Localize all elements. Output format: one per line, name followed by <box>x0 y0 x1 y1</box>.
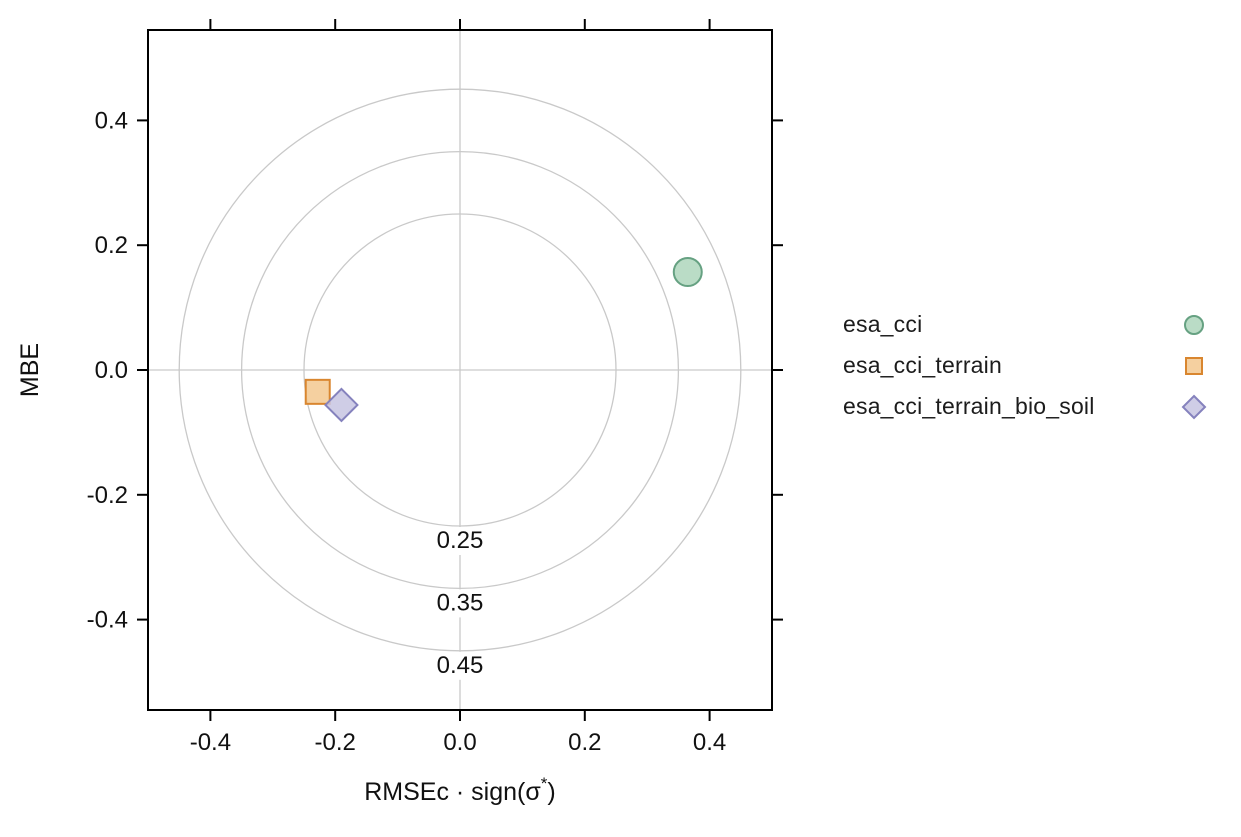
y-tick-label: 0.2 <box>95 232 128 259</box>
square-icon <box>1185 356 1203 375</box>
reference-circle-label: 0.45 <box>437 652 484 679</box>
legend-label: esa_cci_terrain_bio_soil <box>843 393 1095 419</box>
y-tick-label: 0.0 <box>95 357 128 384</box>
point-esa_cci_terrain_bio_soil <box>324 387 359 423</box>
x-tick-label: 0.2 <box>568 729 601 756</box>
x-tick-label: 0.4 <box>693 729 726 756</box>
circle-label-backing <box>424 651 496 680</box>
x-tick-label: -0.4 <box>190 729 231 756</box>
circle-label-backing <box>424 527 496 555</box>
legend-circle-marker-icon <box>1179 310 1209 340</box>
y-tick-label: -0.4 <box>87 607 128 634</box>
x-tick-label: -0.2 <box>315 729 356 756</box>
point-esa_cci <box>672 257 703 288</box>
circle-label-backing <box>424 589 496 618</box>
legend-marker-esa_cci <box>1184 314 1204 335</box>
reference-circle-label: 0.25 <box>437 527 484 554</box>
point-esa_cci_terrain <box>304 378 331 405</box>
y-tick-label: -0.2 <box>87 482 128 509</box>
y-axis-title: MBE <box>16 343 44 397</box>
legend-marker-esa_cci_terrain <box>1185 356 1203 375</box>
legend-label: esa_cci <box>843 311 923 337</box>
legend-item: esa_cci <box>843 304 1209 345</box>
legend-label: esa_cci_terrain <box>843 352 1002 378</box>
legend-item: esa_cci_terrain_bio_soil <box>843 386 1209 427</box>
legend-square-marker-icon <box>1179 351 1209 381</box>
legend-marker-esa_cci_terrain_bio_soil <box>1181 394 1207 419</box>
legend-diamond-marker-icon <box>1179 392 1209 422</box>
legend-item: esa_cci_terrain <box>843 345 1209 386</box>
reference-circle-label: 0.35 <box>437 589 484 616</box>
diamond-icon <box>1181 394 1207 419</box>
x-axis-title: RMSEc · sign(σ*) <box>364 774 556 806</box>
x-tick-label: 0.0 <box>443 729 476 756</box>
legend: esa_cci esa_cci_terrain esa_cci_terrain_… <box>843 304 1209 427</box>
circle-icon <box>1184 314 1204 335</box>
y-tick-label: 0.4 <box>95 107 128 134</box>
